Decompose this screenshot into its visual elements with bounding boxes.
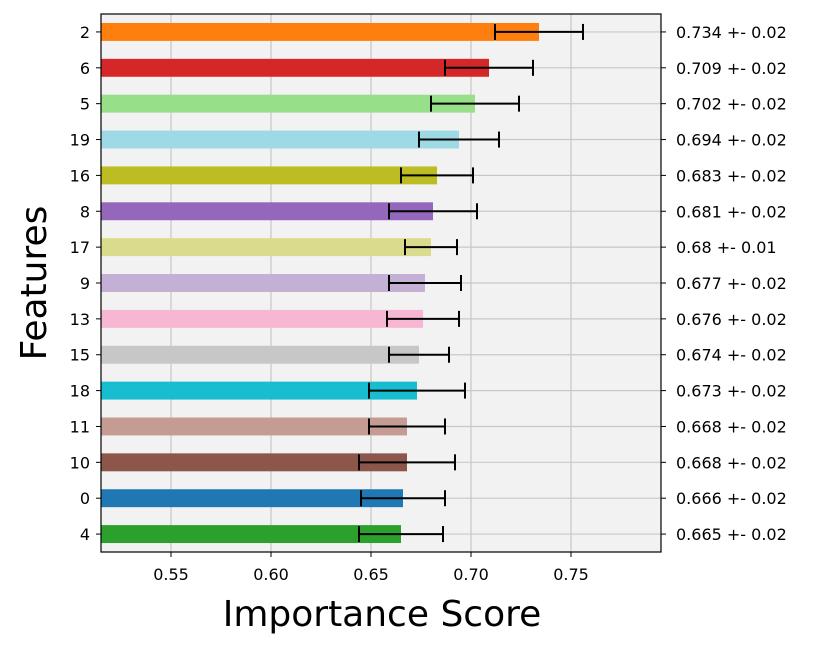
bar-feature-4 [101, 525, 401, 544]
y-axis-title: Features [14, 206, 55, 361]
x-tick-label: 0.75 [553, 565, 589, 584]
value-label: 0.668 +- 0.02 [676, 417, 787, 436]
bar-feature-10 [101, 453, 407, 472]
value-labels: 0.734 +- 0.02 0.709 +- 0.02 0.702 +- 0.02 0… [661, 23, 787, 544]
bar-feature-15 [101, 345, 419, 364]
value-label: 0.702 +- 0.02 [676, 95, 787, 114]
y-tick-label: 6 [80, 59, 90, 78]
value-label: 0.674 +- 0.02 [676, 346, 787, 365]
y-tick-label: 0 [80, 489, 90, 508]
y-tick-label: 19 [70, 131, 90, 150]
x-axis-title: Importance Score [223, 594, 542, 635]
value-label: 0.734 +- 0.02 [676, 23, 787, 42]
x-tick-label: 0.70 [453, 565, 489, 584]
bar-feature-5 [101, 94, 475, 113]
value-label: 0.683 +- 0.02 [676, 166, 787, 185]
y-tick-label: 9 [80, 274, 90, 293]
value-label: 0.68 +- 0.01 [676, 238, 777, 257]
bar-feature-9 [101, 274, 425, 292]
y-tick-label: 4 [80, 525, 90, 544]
value-label: 0.709 +- 0.02 [676, 59, 787, 78]
x-ticks: 0.55 0.60 0.65 0.70 0.75 [153, 552, 589, 584]
bar-feature-18 [101, 381, 417, 400]
errorbars-layer [358, 23, 584, 543]
x-tick-label: 0.65 [353, 565, 389, 584]
value-label: 0.694 +- 0.02 [676, 131, 787, 150]
x-tick-label: 0.55 [153, 565, 189, 584]
value-label: 0.665 +- 0.02 [676, 525, 787, 544]
bar-feature-13 [101, 309, 423, 328]
value-label: 0.676 +- 0.02 [676, 310, 787, 329]
bar-feature-17 [101, 238, 431, 257]
bar-feature-11 [101, 417, 407, 436]
y-ticks: 2 6 5 19 16 8 17 9 13 15 18 11 10 0 4 [70, 23, 101, 544]
bar-feature-6 [101, 58, 489, 77]
y-tick-label: 18 [70, 382, 90, 401]
y-tick-label: 13 [70, 310, 90, 329]
y-tick-label: 8 [80, 202, 90, 221]
y-tick-label: 11 [70, 417, 90, 436]
y-tick-label: 16 [70, 166, 90, 185]
y-tick-label: 10 [70, 453, 90, 472]
value-label: 0.666 +- 0.02 [676, 489, 787, 508]
value-label: 0.677 +- 0.02 [676, 274, 787, 293]
value-label: 0.668 +- 0.02 [676, 453, 787, 472]
x-tick-label: 0.60 [253, 565, 289, 584]
value-label: 0.673 +- 0.02 [676, 382, 787, 401]
bar-feature-8 [101, 202, 433, 221]
y-tick-label: 15 [70, 346, 90, 365]
y-tick-label: 5 [80, 95, 90, 114]
y-tick-label: 2 [80, 23, 90, 42]
bar-feature-0 [101, 489, 403, 508]
bars-layer [101, 22, 539, 544]
value-label: 0.681 +- 0.02 [676, 202, 787, 221]
bar-feature-16 [101, 166, 437, 185]
bar-feature-19 [101, 130, 459, 149]
bar-feature-2 [101, 22, 539, 41]
y-tick-label: 17 [70, 238, 90, 257]
